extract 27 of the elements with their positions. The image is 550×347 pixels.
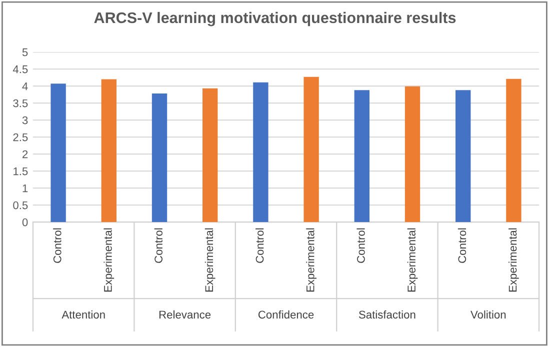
x-tick-label: Experimental	[104, 228, 114, 292]
y-tick-label: 0	[22, 218, 28, 226]
y-tick-label: 4	[22, 82, 28, 90]
chart-title: ARCS-V learning motivation questionnaire results	[94, 12, 456, 26]
x-tick-label: Control	[458, 228, 466, 263]
y-tick-label: 3.5	[13, 99, 28, 108]
y-tick-label: 1	[22, 184, 28, 192]
x-tick-label: Control	[154, 228, 162, 263]
x-tick-label: Control	[53, 228, 62, 263]
x-tick-label: Experimental	[306, 228, 316, 292]
y-tick-label: 0.5	[13, 201, 28, 210]
x-tick-label: Experimental	[508, 228, 519, 292]
y-tick-label: 4.5	[12, 65, 28, 74]
text: Attention	[62, 310, 105, 319]
text: Satisfaction	[358, 310, 416, 319]
text: Confidence	[258, 310, 314, 319]
y-tick-label: 2.5	[13, 133, 28, 142]
x-tick-label: Experimental	[204, 228, 216, 292]
y-tick-label: 1.5	[14, 167, 28, 176]
y-tick-label: 3	[22, 116, 28, 124]
y-tick-label: 2	[22, 150, 28, 158]
x-tick-label: Experimental	[407, 228, 418, 292]
text: Volition	[470, 310, 506, 319]
x-tick-label: Control	[356, 228, 365, 263]
text: Relevance	[159, 310, 211, 319]
y-tick-label: 5	[22, 48, 28, 56]
x-tick-label: Control	[256, 228, 264, 263]
